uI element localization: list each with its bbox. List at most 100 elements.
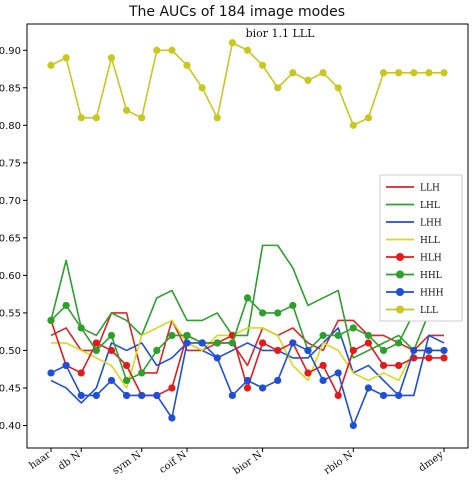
data-point-lll — [138, 114, 146, 122]
data-point-hlh — [274, 346, 282, 355]
data-point-lll — [425, 69, 433, 77]
legend-label-hlh: HLH — [420, 254, 442, 264]
data-point-hlh — [395, 361, 403, 370]
legend-item-lll: LLL — [386, 305, 438, 316]
y-tick-label: 0.50 — [0, 346, 21, 357]
data-point-hhh — [213, 354, 221, 362]
data-point-hhl — [274, 309, 282, 317]
data-point-lll — [153, 46, 161, 54]
x-tick-label: haar — [27, 449, 52, 471]
y-tick-label: 0.75 — [0, 158, 21, 169]
data-point-hlh — [334, 391, 342, 400]
data-point-hhh — [107, 376, 116, 385]
y-tick-label: 0.45 — [0, 383, 21, 394]
chart-title: The AUCs of 184 image modes — [128, 4, 345, 20]
data-point-hlh — [243, 384, 252, 392]
data-point-hhh — [228, 391, 236, 400]
data-point-hhh — [198, 339, 206, 347]
legend-item-hhl: HHL — [386, 270, 442, 281]
data-point-hhh — [395, 391, 403, 400]
data-point-hhh — [77, 391, 85, 400]
data-point-lll — [319, 69, 327, 77]
data-point-lll — [122, 106, 131, 114]
legend-item-lhh: LHH — [386, 219, 442, 229]
data-point-hhl — [138, 369, 146, 377]
legend-item-lhl: LHL — [386, 201, 440, 211]
series-llh — [50, 312, 444, 374]
data-point-hlh — [92, 339, 100, 347]
legend-item-hhh: HHH — [386, 288, 444, 299]
data-point-hhh — [243, 376, 252, 385]
legend-label-lhh: LHH — [420, 219, 442, 229]
series-hhh — [47, 339, 448, 430]
data-point-hlh — [168, 384, 176, 392]
data-point-lll — [107, 54, 116, 62]
x-tick-label: bior N — [232, 449, 265, 477]
series-lines — [47, 39, 448, 430]
data-point-hhh — [92, 391, 100, 400]
legend-marker-lll — [396, 305, 404, 314]
legend-label-llh: LLH — [420, 184, 440, 194]
data-point-hhh — [153, 391, 161, 400]
data-point-hhl — [47, 316, 55, 325]
data-point-lll — [77, 114, 85, 122]
series-line-hll — [51, 319, 444, 389]
data-point-hhh — [122, 391, 131, 400]
data-point-hlh — [107, 346, 116, 355]
legend-label-hll: HLL — [420, 236, 440, 246]
data-point-hhl — [243, 294, 252, 302]
legend-marker-hhl — [396, 270, 404, 279]
y-tick-label: 0.65 — [0, 233, 21, 244]
data-point-hhl — [334, 331, 342, 340]
data-point-hhh — [440, 346, 448, 355]
data-point-lll — [304, 76, 312, 84]
data-point-hhh — [364, 384, 373, 392]
data-point-hlh — [364, 339, 373, 347]
data-point-hhl — [395, 339, 403, 347]
legend-label-lhl: LHL — [420, 201, 440, 211]
data-point-hhh — [319, 376, 327, 385]
y-tick-label: 0.40 — [0, 421, 21, 432]
x-tick-label: rbio N — [322, 449, 355, 477]
data-point-hhl — [62, 301, 70, 310]
legend-marker-hhh — [396, 288, 404, 296]
data-point-lll — [213, 114, 221, 122]
data-point-hhl — [213, 339, 221, 347]
x-tick-label: dmey — [417, 449, 446, 474]
data-point-hhh — [47, 369, 55, 377]
data-point-lll — [289, 69, 297, 77]
chart-annotation: bior 1.1 LLL — [246, 27, 316, 40]
data-point-hhl — [77, 324, 85, 332]
data-point-hhl — [319, 331, 327, 340]
data-point-hhl — [168, 331, 176, 340]
data-point-hlh — [349, 346, 357, 355]
data-point-hhl — [259, 309, 267, 317]
legend-item-hlh: HLH — [386, 253, 442, 264]
data-point-lll — [228, 39, 236, 47]
data-point-hlh — [122, 361, 131, 370]
data-point-hhl — [228, 339, 236, 347]
data-point-hlh — [379, 361, 388, 370]
legend-item-llh: LLH — [386, 184, 440, 194]
data-point-lll — [379, 69, 388, 77]
series-hll — [51, 319, 444, 389]
legend-label-hhl: HHL — [420, 271, 442, 281]
data-point-lll — [243, 46, 252, 54]
data-point-lll — [183, 61, 191, 69]
data-point-hhh — [304, 346, 312, 355]
data-point-lll — [334, 84, 342, 92]
y-tick-label: 0.80 — [0, 121, 21, 132]
y-tick-label: 0.70 — [0, 196, 21, 207]
data-point-lll — [62, 54, 70, 62]
series-line-llh — [50, 312, 444, 374]
data-point-hhl — [349, 324, 357, 332]
data-point-lll — [349, 121, 357, 129]
data-point-hhl — [107, 331, 116, 340]
legend: LLH LHL LHH HLL HLH HHL HHH LLL — [379, 174, 463, 322]
y-tick-label: 0.85 — [0, 83, 21, 94]
x-tick-label: sym N — [111, 449, 144, 477]
data-point-hhl — [183, 331, 191, 340]
data-point-lll — [364, 114, 373, 122]
data-point-hhl — [92, 346, 100, 355]
